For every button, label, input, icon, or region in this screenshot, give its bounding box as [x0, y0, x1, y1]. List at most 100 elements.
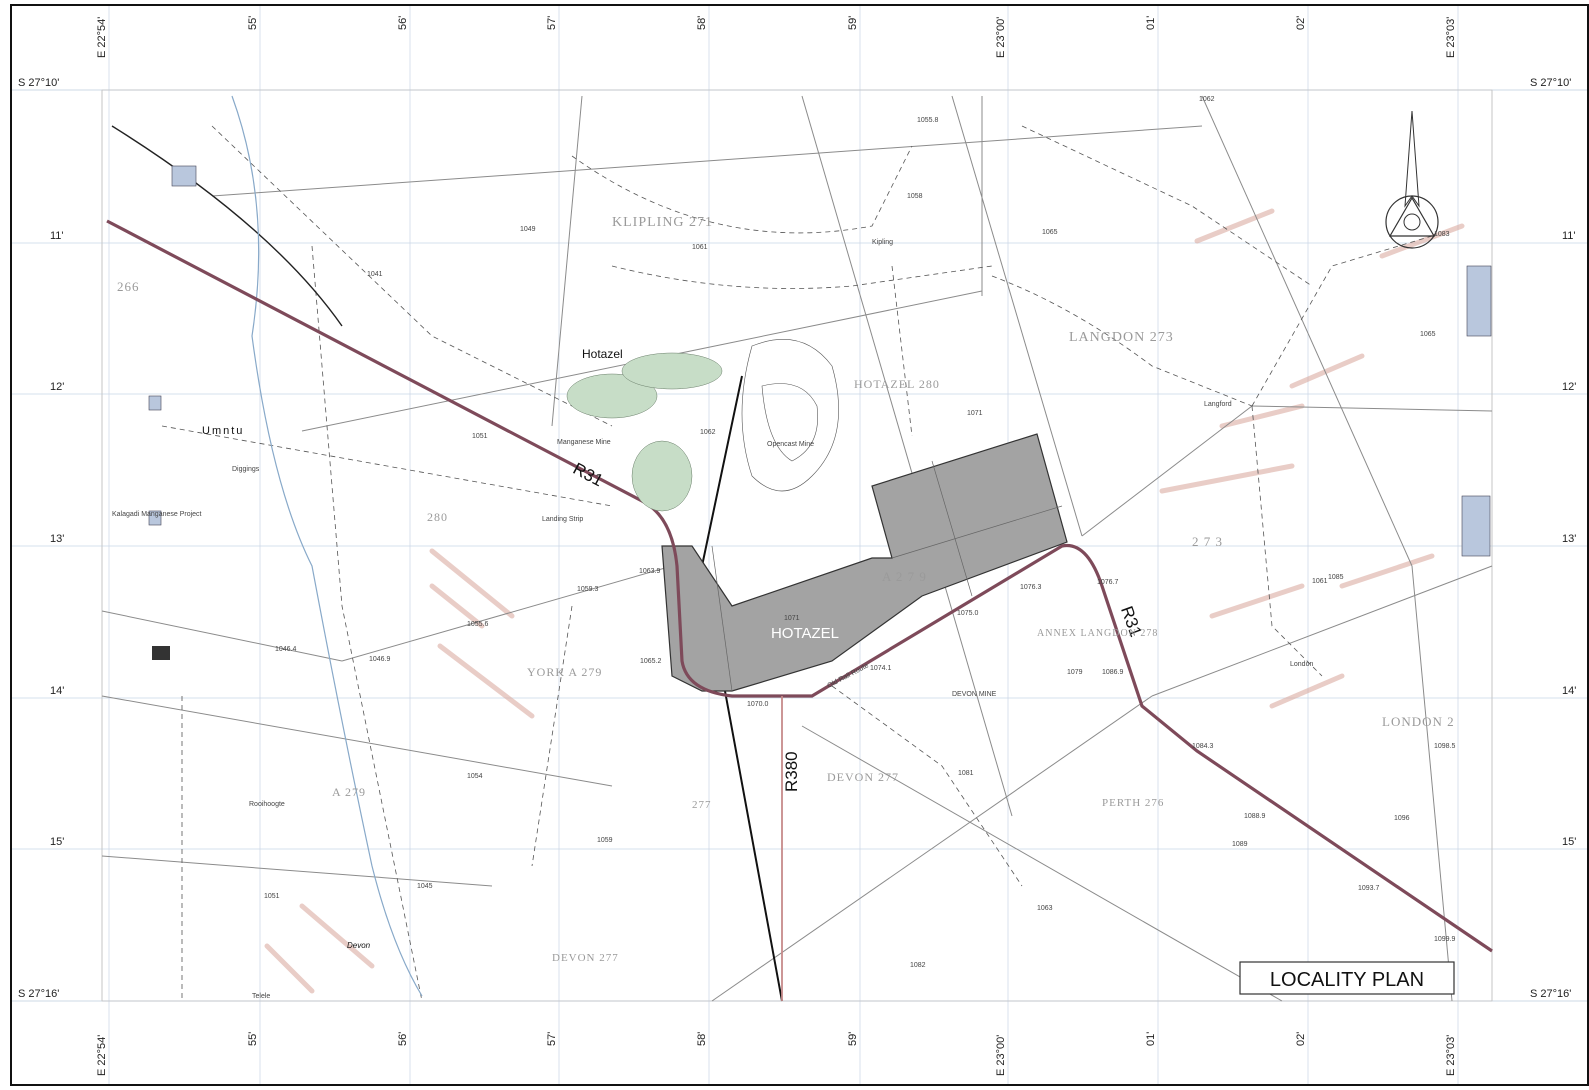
spot-height: 1075.0 [957, 610, 979, 617]
lon-tick: 58' [696, 16, 708, 30]
lon-tick: 55' [247, 16, 259, 30]
place-rooihoogte: Rooihoogte [249, 801, 285, 808]
farm-a279-site: A 2 7 9 [882, 569, 927, 584]
lon-tick: 02' [1295, 1032, 1307, 1046]
site-subdivisions [711, 460, 1063, 692]
spot-height: 1046.9 [369, 656, 391, 663]
north-arrow-icon [1385, 110, 1439, 249]
lon-tick: 01' [1145, 16, 1157, 30]
farm-london: LONDON 2 [1382, 714, 1455, 729]
spot-height: 1083 [1434, 231, 1450, 238]
lon-tick: E 22°54' [96, 1035, 108, 1076]
spot-height: 1061 [692, 244, 708, 251]
lat-tick: 12' [1562, 381, 1576, 393]
hotazel-town [566, 352, 723, 512]
lon-tick: 59' [847, 16, 859, 30]
spot-height: 1059 [597, 837, 613, 844]
farm-perth: PERTH 276 [1102, 797, 1164, 809]
town-umntu: Umntu [202, 425, 244, 437]
spot-height: 1071 [967, 410, 983, 417]
farm-280: 280 [427, 510, 448, 524]
lon-tick: E 23°03' [1445, 1035, 1457, 1076]
spot-height: 1082 [910, 962, 926, 969]
lat-ticks-left: S 27°10' 11' 12' 13' 14' 15' S 27°16' [18, 77, 64, 1000]
farm-a279-west: A 279 [332, 785, 366, 799]
town-hotazel: Hotazel [582, 347, 623, 361]
spot-height: 1086.9 [1102, 669, 1124, 676]
feature-opencast-mine: Opencast Mine [767, 441, 814, 448]
spot-height: 1058 [907, 193, 923, 200]
farm-273: 2 7 3 [1192, 534, 1223, 549]
spot-height: 1051 [264, 893, 280, 900]
spot-height: 1079 [1067, 669, 1083, 676]
spot-height: 1055.6 [467, 621, 489, 628]
spot-height: 1059.3 [577, 586, 599, 593]
spot-height: 1065 [1420, 331, 1436, 338]
town-langford: Langford [1204, 401, 1232, 408]
road-label-r31-west: R31 [570, 459, 606, 490]
farm-266: 266 [117, 279, 140, 294]
hotazel-site-polygon [661, 433, 1068, 692]
farm-york-a: YORK A 279 [527, 665, 602, 679]
spot-height: 1085 [1328, 574, 1344, 581]
lat-tick: 14' [1562, 685, 1576, 697]
lon-tick: E 23°03' [1445, 17, 1457, 58]
farm-boundaries [101, 95, 1493, 1002]
tracks [161, 125, 1433, 1002]
map-frame: LOCALITY PLAN HOTAZEL R31 R31 R380 Hotaz… [10, 4, 1589, 1086]
farm-devon-south: DEVON 277 [552, 952, 619, 964]
spot-height: 1046.4 [275, 646, 297, 653]
spot-height: 1076.7 [1097, 579, 1119, 586]
lon-tick: 01' [1145, 1032, 1157, 1046]
spot-height: 1099.9 [1434, 936, 1456, 943]
spot-height: 1055.8 [917, 117, 939, 124]
dune-contours [264, 208, 1465, 994]
farm-hotazel-280: HOTAZEL 280 [854, 377, 940, 391]
lat-tick: 15' [50, 836, 64, 848]
lat-ticks-right: S 27°10' 11' 12' 13' 14' 15' S 27°16' [1530, 77, 1576, 1000]
feature-kalagadi: Kalagadi Manganese Project [112, 511, 202, 518]
spot-height: 1065.2 [640, 658, 662, 665]
lat-tick: 11' [50, 230, 64, 242]
spot-height: 1045 [417, 883, 433, 890]
lon-tick: 59' [847, 1032, 859, 1046]
spot-height: 1051 [472, 433, 488, 440]
spot-height: 1065 [1042, 229, 1058, 236]
lat-tick: 13' [50, 533, 64, 545]
spot-height: 1081 [958, 770, 974, 777]
feature-landing-strip: Landing Strip [542, 516, 583, 523]
lon-tick: E 23°00' [995, 1035, 1007, 1076]
lon-tick: 57' [546, 1032, 558, 1046]
spot-height: 1063.9 [639, 568, 661, 575]
spot-height: 1054 [467, 773, 483, 780]
lat-tick: S 27°10' [1530, 77, 1571, 89]
spot-height: 1061 [1312, 578, 1328, 585]
mine-dumps [741, 339, 839, 492]
lon-ticks-bottom: E 22°54' 55' 56' 57' 58' 59' E 23°00' 01… [96, 1032, 1457, 1076]
farm-277: 277 [692, 799, 712, 811]
spot-height: 1062 [1199, 96, 1215, 103]
spot-height: 1070.0 [747, 701, 769, 708]
spot-height: 1088.9 [1244, 813, 1266, 820]
farm-devon: DEVON 277 [827, 770, 899, 784]
spot-height: 1041 [367, 271, 383, 278]
building-block [152, 646, 170, 660]
lat-tick: 13' [1562, 533, 1576, 545]
road-label-r380: R380 [782, 751, 801, 792]
lon-ticks-top: E 22°54' 55' 56' 57' 58' 59' E 23°00' 01… [96, 16, 1457, 58]
farm-annex-langdon: ANNEX LANGDON 278 [1037, 628, 1158, 639]
spot-height: 1098.5 [1434, 743, 1456, 750]
town-london: London [1290, 661, 1313, 668]
spot-height: 1096 [1394, 815, 1410, 822]
spot-height: 1071 [784, 615, 800, 622]
farm-klipling: KLIPLING 271 [612, 215, 713, 230]
site-label: HOTAZEL [771, 625, 839, 642]
spot-height: 1063 [1037, 905, 1053, 912]
town-devon: Devon [347, 941, 371, 950]
lon-tick: 55' [247, 1032, 259, 1046]
spot-height: 1093.7 [1358, 885, 1380, 892]
lat-grid [12, 89, 1587, 1002]
farm-langdon: LANGDON 273 [1069, 330, 1174, 345]
lon-tick: 58' [696, 1032, 708, 1046]
spot-heights: 1055.8 1058 1065 1049 1061 1071 1041 105… [264, 96, 1456, 969]
